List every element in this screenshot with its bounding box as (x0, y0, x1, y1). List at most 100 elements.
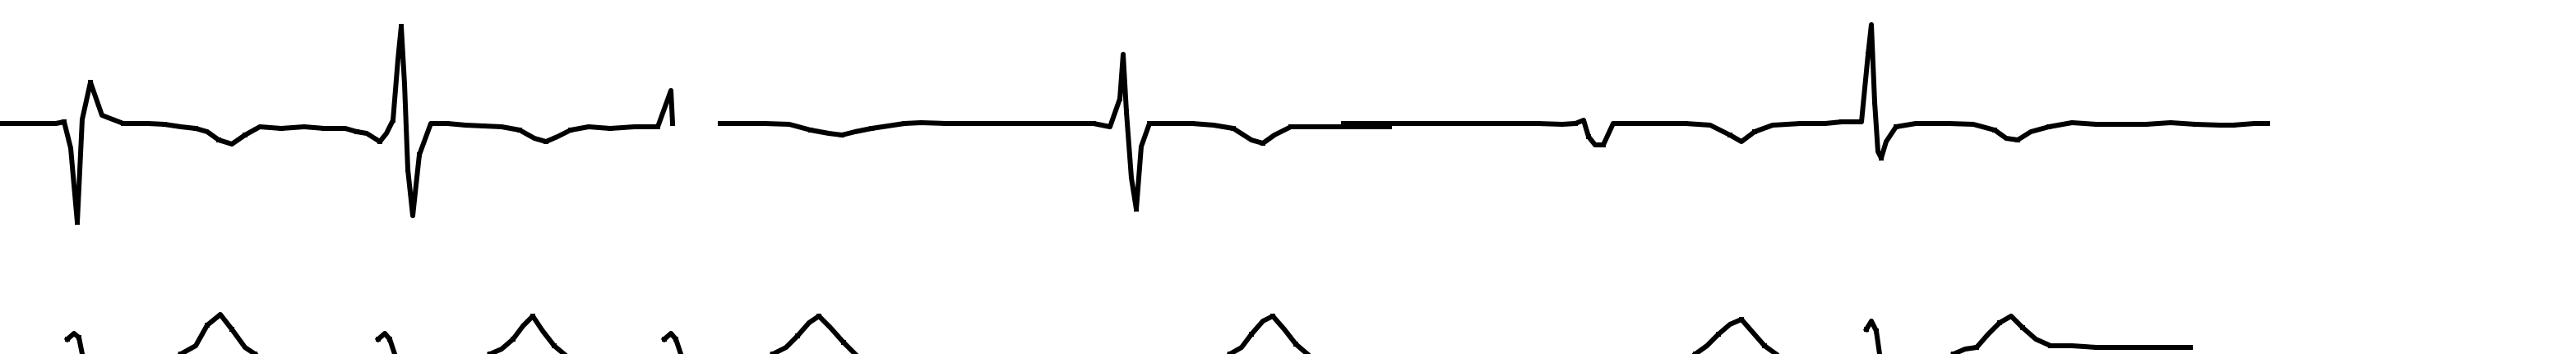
lead-2-segment-5-tick-1 (662, 337, 667, 342)
lead-1-segment-1-tick-23 (321, 126, 326, 131)
lead-1-segment-1-tick-31 (399, 24, 404, 29)
lead-2-segment-1-tick-3 (76, 335, 81, 340)
lead-1-segment-2-tick-39 (1387, 124, 1392, 129)
lead-2-segment-4-tick-1 (488, 352, 493, 354)
lead-1-group (0, 22, 2270, 225)
lead-1-segment-1-tick-39 (481, 123, 486, 128)
lead-1-segment-1-tick-19 (243, 133, 247, 137)
lead-2-segment-5-tick-3 (673, 337, 678, 342)
lead-2-segment-10-tick-7 (2020, 325, 2025, 330)
lead-2-group (63, 312, 2193, 354)
lead-2-segment-2-tick-5 (229, 327, 234, 332)
lead-1-segment-1-tick-11 (121, 121, 126, 126)
lead-2-segment-10-tick-1 (1951, 352, 1956, 354)
lead-1-segment-3-tick-37 (1946, 121, 1951, 126)
lead-1-segment-2-tick-29 (1190, 121, 1195, 126)
lead-1-segment-2-tick-21 (1117, 96, 1122, 101)
lead-1-segment-1-tick-15 (193, 126, 198, 131)
lead-1-segment-3-tick-11 (1573, 121, 1578, 126)
lead-2-segment-10-tick-15 (2188, 345, 2193, 350)
lead-1-segment-1-tick-45 (568, 128, 573, 133)
lead-1-segment-3-tick-29 (1866, 52, 1871, 57)
lead-2-segment-9-tick-3 (1874, 328, 1879, 333)
lead-1-segment-2-tick-5 (808, 128, 813, 133)
lead-2-segment-2-ticks (178, 323, 257, 354)
lead-1-segment-3-tick-5 (1436, 121, 1441, 126)
lead-2-segment-6 (769, 314, 859, 354)
lead-1-segment-3-tick-17 (1634, 121, 1639, 126)
lead-1-segment-1-tick-9 (88, 80, 93, 85)
lead-1-segment-3-tick-23 (1752, 129, 1757, 134)
lead-1-segment-3-tick-51 (2231, 123, 2236, 128)
lead-1-segment-2-tick-33 (1260, 141, 1265, 146)
lead-1-segment-3-tick-27 (1839, 119, 1844, 124)
lead-2-segment-4-tick-7 (552, 343, 557, 348)
lead-2-segment-9-tick-1 (1864, 327, 1869, 332)
lead-1-segment-3 (1341, 22, 2270, 161)
lead-2-segment-4-tick-3 (511, 337, 516, 342)
lead-1-segment-3-tick-7 (1486, 121, 1491, 126)
lead-2-segment-7-tick-3 (1249, 332, 1254, 337)
lead-2-segment-3-ticks (376, 337, 392, 342)
lead-1-segment-2-tick-17 (1042, 121, 1047, 126)
lead-2-segment-1-tick-1 (65, 337, 70, 342)
lead-2-segment-1-ticks (65, 335, 81, 342)
lead-1-segment-3-tick-41 (2015, 137, 2020, 142)
lead-1-segment-2-tick-19 (1091, 121, 1096, 126)
lead-1-segment-3-tick-3 (1387, 121, 1392, 126)
lead-2-segment-7-ticks (1228, 314, 1298, 354)
lead-1-segment-2-tick-7 (839, 133, 844, 137)
lead-1-segment-3-tick-47 (2144, 122, 2148, 127)
lead-1-segment-1-tick-43 (543, 139, 548, 144)
lead-1-segment-1-tick-5 (62, 119, 67, 124)
lead-1-segment-1-tick-21 (279, 126, 284, 131)
lead-2-segment-8 (1691, 317, 1780, 354)
lead-2-segment-7-tick-7 (1293, 342, 1298, 347)
lead-1-segment-3-tick-45 (2094, 122, 2099, 127)
lead-1-segment-3-tick-31 (1872, 100, 1877, 105)
lead-1-segment-1-tick-49 (655, 124, 660, 129)
lead-2-segment-10-tick-5 (1997, 320, 2002, 325)
lead-1-segment-3-tick-13 (1586, 134, 1591, 139)
lead-1-segment-3-tick-35 (1894, 124, 1898, 129)
lead-2-segment-5 (660, 331, 684, 354)
lead-2-segment-4-tick-5 (530, 314, 535, 319)
lead-2-segment-9-ticks (1864, 327, 1879, 333)
lead-1-segment-1-tick-51 (670, 121, 675, 126)
lead-2-segment-8-tick-3 (1716, 332, 1721, 337)
lead-1-segment-1-tick-27 (377, 139, 382, 144)
lead-2-segment-7-tick-1 (1228, 352, 1233, 354)
lead-1-segment-1-tick-37 (445, 121, 450, 126)
lead-1-segment-2-tick-3 (762, 121, 767, 126)
lead-2-segment-4 (487, 314, 568, 354)
lead-1-segment-3-tick-33 (1879, 156, 1884, 161)
lead-1-segment-2-tick-27 (1147, 121, 1152, 126)
lead-2-segment-6-tick-7 (841, 340, 846, 345)
lead-1-segment-3-ticks (1341, 52, 2270, 161)
lead-1-segment-1-tick-1 (0, 121, 2, 126)
lead-1-segment-1-tick-47 (608, 126, 613, 131)
lead-2-segment-2-tick-1 (178, 352, 183, 354)
lead-1-segment-1-tick-25 (354, 129, 359, 134)
lead-1-segment-3-tick-1 (1341, 121, 1346, 126)
lead-2-segment-8-tick-1 (1693, 352, 1698, 354)
lead-1-segment-3-tick-43 (2046, 124, 2051, 129)
lead-2-segment-6-tick-3 (795, 333, 800, 338)
lead-1-segment-2-tick-35 (1288, 124, 1293, 129)
lead-2-segment-4-ticks (488, 314, 557, 354)
lead-1-segment-1 (0, 24, 676, 225)
lead-2-segment-6-tick-5 (816, 314, 821, 319)
lead-2-segment-10 (1950, 314, 2193, 354)
lead-1-segment-2-tick-9 (869, 126, 874, 131)
lead-2-segment-2 (177, 312, 259, 354)
lead-1-segment-3-tick-15 (1601, 142, 1606, 147)
lead-1-segment-1-tick-17 (216, 137, 221, 142)
lead-2-segment-6-ticks (770, 314, 846, 354)
lead-1-segment-2-tick-37 (1338, 124, 1343, 129)
lead-1-segment-1-ticks (0, 24, 675, 225)
lead-1-segment-2-tick-15 (992, 121, 997, 126)
lead-2-segment-9 (1862, 319, 1883, 354)
lead-1-segment-2-tick-23 (1124, 109, 1129, 114)
lead-1-segment-3-tick-39 (1992, 128, 1997, 133)
